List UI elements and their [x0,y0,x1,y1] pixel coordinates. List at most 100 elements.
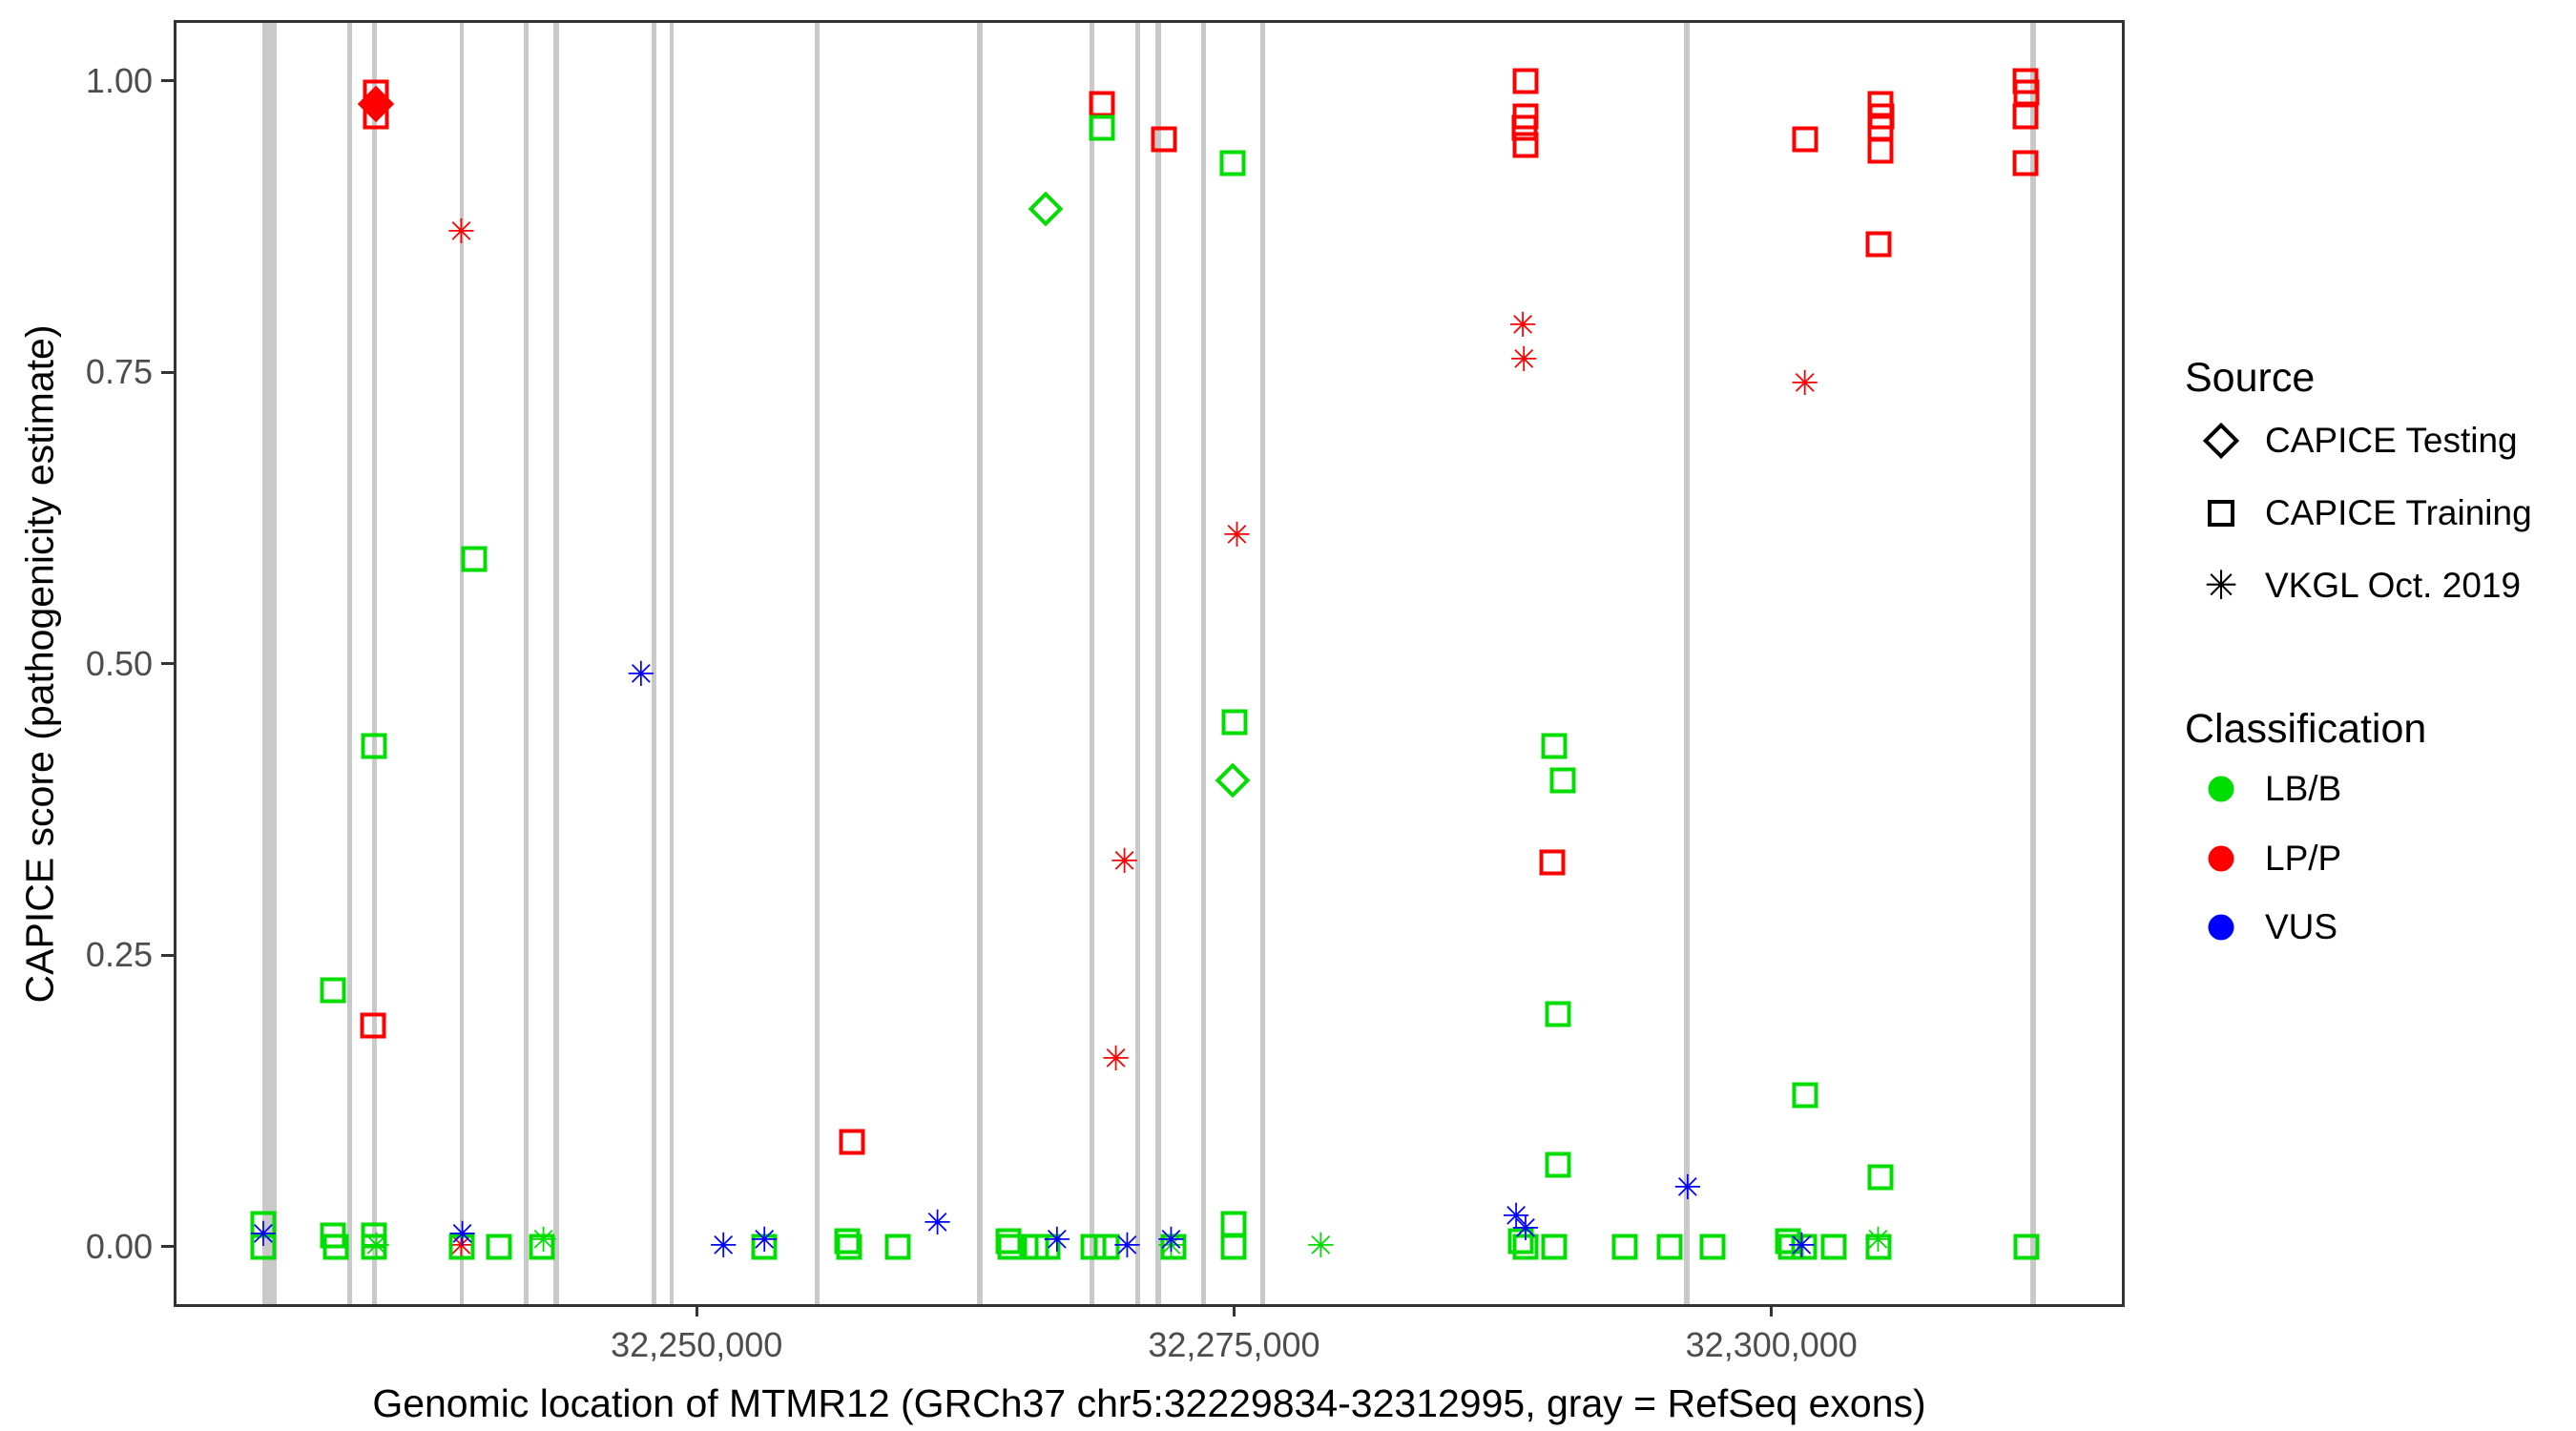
x-tick-mark [695,1304,698,1317]
refseq-exon-bar [460,23,465,1304]
data-point [320,977,346,1004]
legend-item-capice-training: CAPICE Training [2185,487,2566,540]
data-point [1545,1001,1571,1027]
refseq-exon-bar [524,23,530,1304]
red-dot-icon [2208,845,2234,872]
data-point: ✳ [1790,363,1819,404]
legend-item-label: CAPICE Testing [2265,421,2518,460]
data-point [2012,150,2039,176]
refseq-exon-bar [371,23,377,1304]
y-tick-label: 0.75 [85,352,153,392]
data-point [1699,1234,1726,1260]
data-point [1093,1234,1120,1260]
data-point [1792,1082,1818,1109]
data-point: ✳ [362,1226,391,1266]
data-point [360,1012,386,1039]
data-point: ✳ [248,1214,279,1255]
square-icon [2208,500,2234,527]
x-tick-label: 32,300,000 [1685,1325,1858,1364]
legend-item-lbb: LB/B [2185,762,2566,816]
y-tick-mark [161,370,174,374]
data-point [2013,1234,2040,1260]
legend-classification-title: Classification [2185,706,2427,752]
data-point [1034,1234,1061,1260]
data-point [1867,114,1894,141]
data-point [1777,1234,1804,1260]
data-point: ✳ [1306,1226,1336,1266]
refseq-exon-bar [261,23,277,1304]
data-point [529,1234,555,1260]
data-point [839,1129,865,1155]
y-tick-mark [161,79,174,83]
y-tick-mark [161,1245,174,1249]
data-point [250,1234,277,1260]
data-point [2013,79,2040,106]
data-point [1792,126,1818,153]
data-point [1867,137,1894,164]
legend-item-label: VKGL Oct. 2019 [2265,566,2522,605]
y-tick-label: 0.00 [85,1226,153,1266]
data-point: ✳ [1101,1040,1131,1080]
data-point [1089,114,1115,141]
plot-panel: ✳ ✳ ✳ ✳ ✳ ✳ ✳ ✳ ✳ ✳ ✳ ✳ ✳ ✳ ✳ ✳ ✳ ✳ ✳ ✳ ✳ ✳ ✳ ✳ ✳ ✳ [177,23,2122,1304]
data-point: ✳ [1042,1220,1071,1260]
data-point: ✳ [923,1203,952,1243]
refseq-exon-bar [1201,23,1207,1304]
data-point: ✳ [1672,1168,1702,1208]
data-point: ✳ [709,1226,738,1266]
data-point [322,1234,349,1260]
data-point [363,103,389,130]
data-point [997,1234,1024,1260]
data-point [1080,1234,1107,1260]
data-point [834,1228,861,1255]
data-point: ✳ [447,1214,477,1255]
data-point [361,1234,387,1260]
x-axis-title: Genomic location of MTMR12 (GRCh37 chr5:… [372,1381,1926,1425]
data-point [1215,762,1251,798]
green-dot-icon [2208,776,2234,802]
x-tick-label: 32,275,000 [1148,1325,1320,1364]
data-point: ✳ [1510,1209,1541,1249]
y-tick-label: 0.25 [85,935,153,975]
refseq-exon-bar [553,23,560,1304]
refseq-exon-bar [976,23,983,1304]
data-point: ✳ [1509,341,1539,381]
data-point [995,1228,1022,1255]
data-point: ✳ [1507,305,1538,345]
data-point: ✳ [447,212,476,252]
data-point [1219,150,1246,176]
x-tick-mark [1770,1304,1774,1317]
data-point: ✳ [1502,1197,1531,1237]
y-tick-mark [161,953,174,957]
asterisk-icon: ✳ [2204,562,2238,609]
blue-dot-icon [2208,914,2234,941]
legend-item-label: VUS [2265,907,2338,946]
legend-item-label: CAPICE Training [2265,493,2532,532]
refseq-exon-bar [1155,23,1161,1304]
data-point: ✳ [626,655,655,695]
refseq-exon-bar [815,23,821,1304]
data-point [1089,91,1115,117]
y-tick-mark [161,662,174,666]
legend-item-label: LB/B [2265,769,2342,808]
data-point [361,733,387,759]
data-point [448,1234,475,1260]
data-point [1611,1234,1638,1260]
refseq-exon-bar [1683,23,1690,1304]
data-point [1541,1234,1568,1260]
data-point [1220,1234,1247,1260]
data-point: ✳ [1156,1220,1186,1260]
refseq-exon-bar [346,23,352,1304]
x-tick-label: 32,250,000 [611,1325,783,1364]
y-tick-label: 0.50 [85,643,153,683]
legend-source-title: Source [2185,355,2316,401]
data-point [1791,1234,1818,1260]
refseq-exon-bar [1134,23,1140,1304]
legend-item-vkgl: ✳ VKGL Oct. 2019 [2185,559,2566,612]
data-point [836,1234,862,1260]
refseq-exon-bar [1260,23,1266,1304]
data-point [1549,767,1576,794]
x-tick-mark [1232,1304,1236,1317]
data-point: ✳ [1787,1226,1817,1266]
data-point [1511,114,1538,141]
